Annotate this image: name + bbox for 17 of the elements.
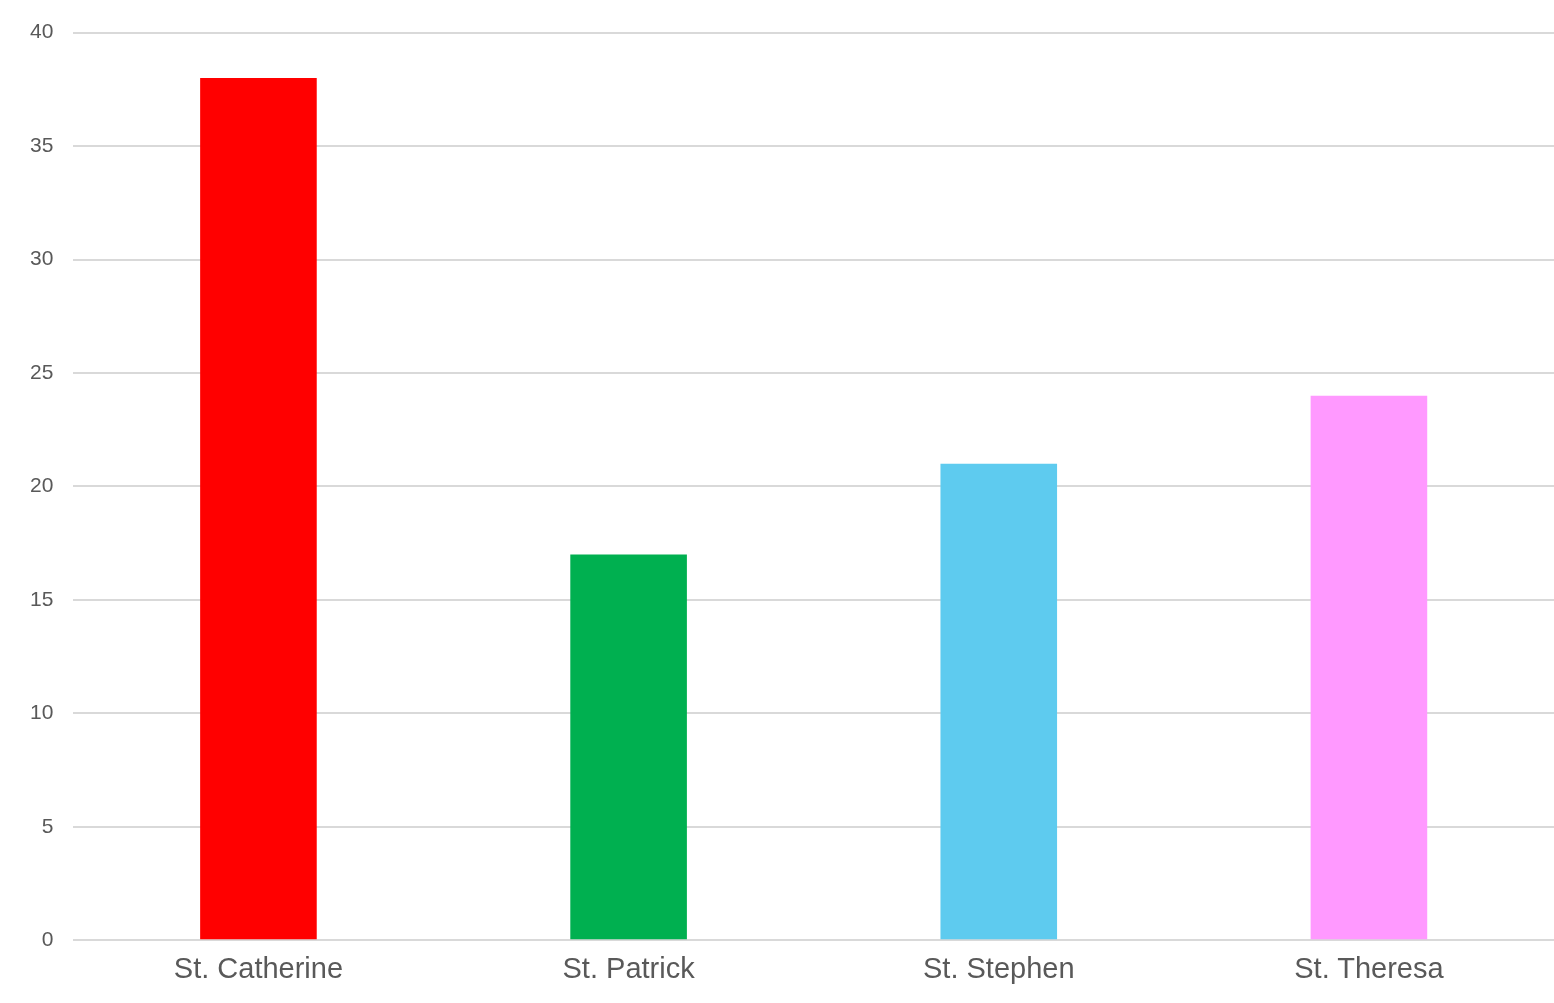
y-tick-label: 0: [41, 927, 54, 950]
bar: [940, 463, 1058, 940]
bar: [570, 554, 687, 940]
bar: [200, 77, 317, 940]
y-tick-label: 20: [30, 473, 54, 497]
y-tick-label: 25: [30, 359, 54, 383]
y-tick-label: 15: [30, 586, 54, 610]
x-tick-label: St. Stephen: [922, 951, 1075, 984]
x-tick-label: St. Patrick: [562, 951, 696, 984]
bar: [1310, 395, 1428, 940]
y-tick-label: 40: [30, 19, 54, 43]
y-tick-label: 10: [30, 700, 54, 724]
y-tick-label: 35: [30, 132, 54, 156]
x-tick-label: St. Catherine: [173, 951, 344, 984]
y-tick-label: 5: [41, 813, 54, 837]
x-tick-label: St. Theresa: [1294, 951, 1445, 984]
y-tick-label: 30: [30, 246, 54, 270]
